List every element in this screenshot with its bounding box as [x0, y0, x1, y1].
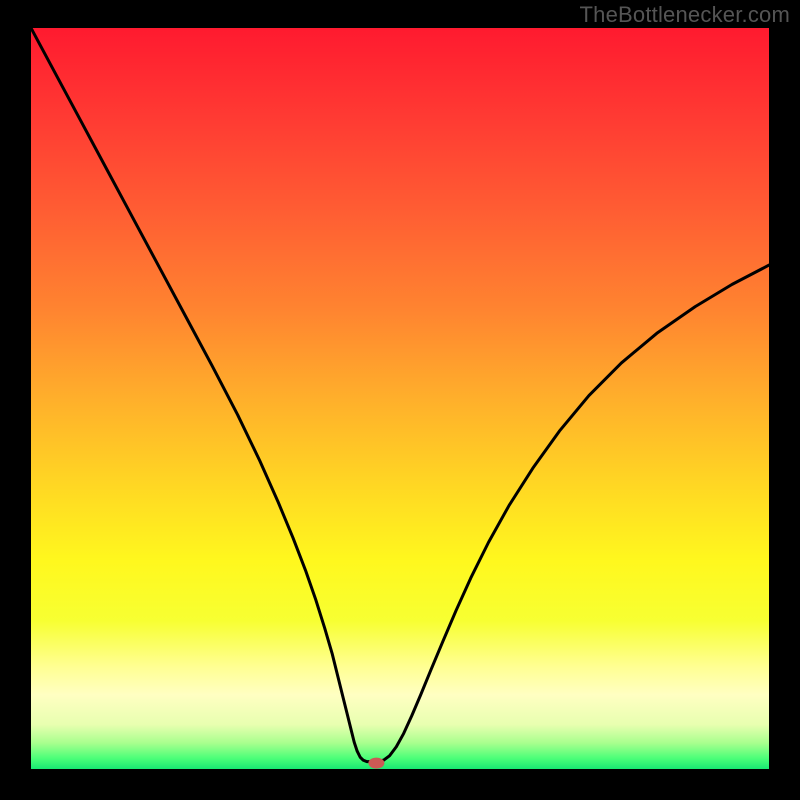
bottleneck-chart	[0, 0, 800, 800]
chart-container: TheBottlenecker.com	[0, 0, 800, 800]
watermark-text: TheBottlenecker.com	[580, 2, 790, 28]
optimum-marker	[368, 758, 384, 769]
plot-background	[31, 28, 769, 769]
